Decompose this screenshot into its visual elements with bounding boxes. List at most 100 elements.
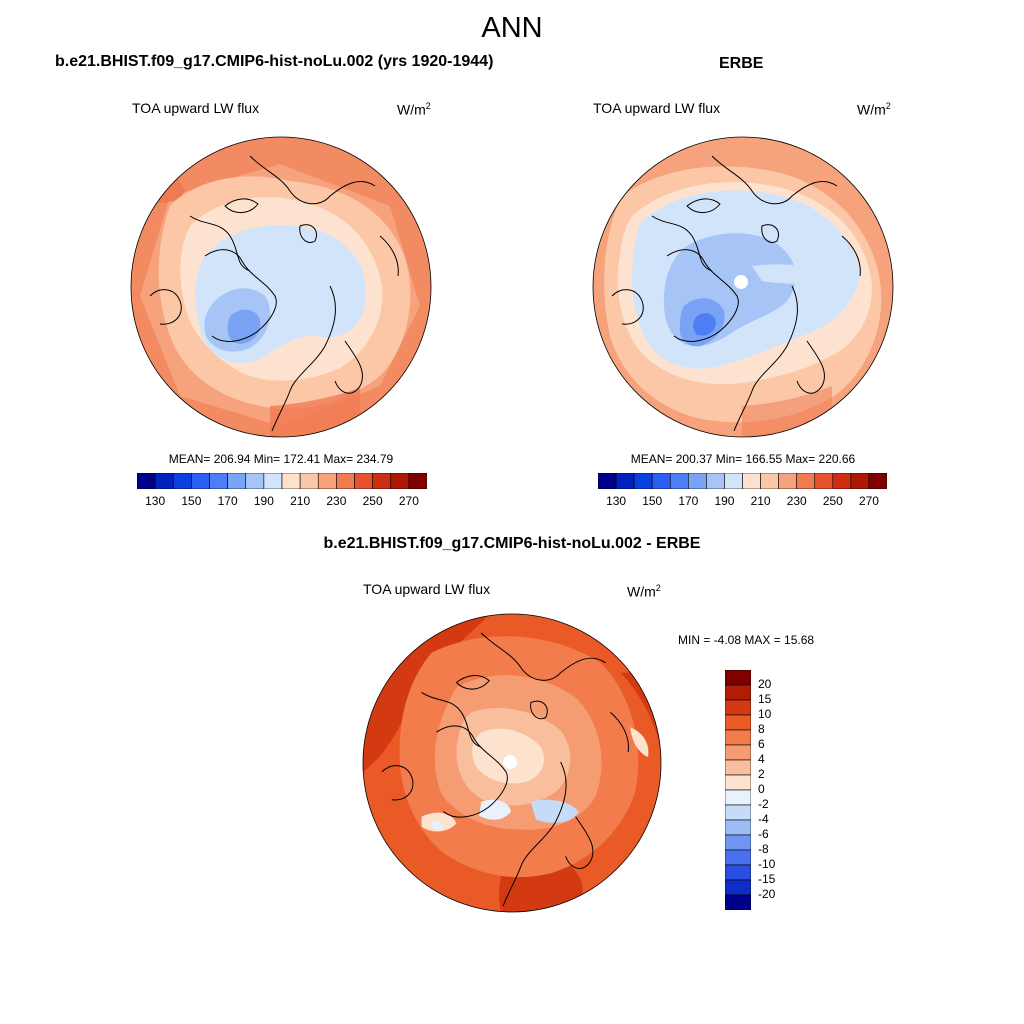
panel1-colorbar-tick: 130 <box>145 494 166 508</box>
panel3-variable-label: TOA upward LW flux <box>363 581 491 597</box>
panel3-stats: MIN = -4.08 MAX = 15.68 <box>678 633 815 647</box>
panel3-colorbar <box>725 670 751 910</box>
panel3-colorbar-tick: -8 <box>758 842 769 856</box>
colorbar-swatch <box>209 473 228 489</box>
panel2-colorbar-tick: 270 <box>858 494 879 508</box>
panel2-colorbar-tick: 230 <box>786 494 807 508</box>
panel2-colorbar-tick: 130 <box>606 494 627 508</box>
panel3-colorbar-tick: -20 <box>758 887 776 901</box>
colorbar-swatch <box>725 729 751 746</box>
panel3-colorbar-tick: 20 <box>758 677 772 691</box>
panel1-colorbar-tick: 250 <box>362 494 383 508</box>
panel1-colorbar-tick: 230 <box>326 494 347 508</box>
colorbar-swatch <box>227 473 247 489</box>
colorbar-swatch <box>615 473 635 489</box>
colorbar-swatch <box>725 864 751 881</box>
colorbar-swatch <box>796 473 816 489</box>
panel3-units: W/m2 <box>627 583 661 600</box>
colorbar-swatch <box>832 473 852 489</box>
panel1-colorbar-tick: 210 <box>290 494 311 508</box>
panel3-colorbar-tick: 2 <box>758 767 765 781</box>
colorbar-swatch <box>725 744 751 761</box>
colorbar-swatch <box>633 473 653 489</box>
panel1-colorbar-tick: 150 <box>181 494 202 508</box>
colorbar-swatch <box>725 804 751 821</box>
colorbar-swatch <box>669 473 689 489</box>
colorbar-swatch <box>137 473 156 489</box>
colorbar-swatch <box>742 473 761 489</box>
panel3-colorbar-tick: -10 <box>758 857 776 871</box>
colorbar-swatch <box>760 473 779 489</box>
colorbar-swatch <box>778 473 797 489</box>
panel1-polar-map <box>130 136 432 438</box>
panel2-colorbar-tick: 210 <box>750 494 771 508</box>
panel1-colorbar-tick: 190 <box>253 494 274 508</box>
panel2-variable-label: TOA upward LW flux <box>593 100 721 116</box>
colorbar-swatch <box>688 473 707 489</box>
panel2-colorbar-tick: 150 <box>642 494 663 508</box>
panel3-colorbar-tick: 8 <box>758 722 765 736</box>
figure-title: ANN <box>481 12 543 44</box>
colorbar-swatch <box>172 473 192 489</box>
colorbar-swatch <box>725 774 751 791</box>
colorbar-swatch <box>868 473 887 489</box>
colorbar-swatch <box>651 473 671 489</box>
panel2-colorbar-ticks: 130 150 170 190 210 230 250 270 <box>598 494 887 510</box>
colorbar-swatch <box>706 473 725 489</box>
colorbar-swatch <box>408 473 427 489</box>
panel3-colorbar-tick: 10 <box>758 707 772 721</box>
panel3-colorbar-tick: 15 <box>758 692 772 706</box>
colorbar-swatch <box>598 473 617 489</box>
colorbar-swatch <box>154 473 174 489</box>
colorbar-swatch <box>725 894 751 910</box>
colorbar-swatch <box>724 473 743 489</box>
panel2-colorbar-tick: 170 <box>678 494 699 508</box>
panel2-stats: MEAN= 200.37 Min= 166.55 Max= 220.66 <box>630 452 856 466</box>
panel1-variable-label: TOA upward LW flux <box>132 100 260 116</box>
colorbar-swatch <box>281 473 301 489</box>
panel3-colorbar-tick: 6 <box>758 737 765 751</box>
colorbar-swatch <box>850 473 870 489</box>
colorbar-swatch <box>299 473 319 489</box>
panel1-colorbar-tick: 170 <box>217 494 238 508</box>
panel3-colorbar-tick: -6 <box>758 827 769 841</box>
colorbar-swatch <box>725 684 751 701</box>
colorbar-swatch <box>725 759 751 776</box>
panel1-colorbar-tick: 270 <box>398 494 419 508</box>
panel2-colorbar-tick: 190 <box>714 494 735 508</box>
colorbar-swatch <box>814 473 834 489</box>
panel3-colorbar-ticks: 20 15 10 8 6 4 2 0 -2 -4 -6 -8 -10 -15 -… <box>758 670 798 910</box>
colorbar-swatch <box>725 819 751 836</box>
colorbar-swatch <box>191 473 210 489</box>
colorbar-swatch <box>725 670 751 686</box>
colorbar-swatch <box>263 473 283 489</box>
panel2-colorbar <box>598 473 887 489</box>
panel3-colorbar-tick: -4 <box>758 812 769 826</box>
panel3-title: b.e21.BHIST.f09_g17.CMIP6-hist-noLu.002 … <box>323 535 701 552</box>
colorbar-swatch <box>725 714 751 731</box>
colorbar-swatch <box>390 473 410 489</box>
colorbar-swatch <box>725 699 751 716</box>
panel3-polar-map <box>362 613 662 913</box>
panel3-colorbar-tick: 4 <box>758 752 765 766</box>
panel2-units: W/m2 <box>857 101 891 118</box>
colorbar-swatch <box>336 473 355 489</box>
colorbar-swatch <box>725 849 751 866</box>
panel1-title: b.e21.BHIST.f09_g17.CMIP6-hist-noLu.002 … <box>55 53 494 70</box>
colorbar-swatch <box>354 473 373 489</box>
panel2-polar-map <box>592 136 894 438</box>
panel3-colorbar-tick: 0 <box>758 782 765 796</box>
colorbar-swatch <box>725 834 751 851</box>
panel2-title: ERBE <box>719 55 764 72</box>
panel3-colorbar-tick: -15 <box>758 872 776 886</box>
panel1-stats: MEAN= 206.94 Min= 172.41 Max= 234.79 <box>168 452 394 466</box>
panel2-colorbar-tick: 250 <box>822 494 843 508</box>
colorbar-swatch <box>372 473 392 489</box>
panel1-units: W/m2 <box>397 101 431 118</box>
colorbar-swatch <box>725 789 751 806</box>
colorbar-swatch <box>245 473 265 489</box>
panel1-colorbar-ticks: 130 150 170 190 210 230 250 270 <box>137 494 427 510</box>
colorbar-swatch <box>317 473 337 489</box>
panel1-colorbar <box>137 473 427 489</box>
panel3-colorbar-tick: -2 <box>758 797 769 811</box>
